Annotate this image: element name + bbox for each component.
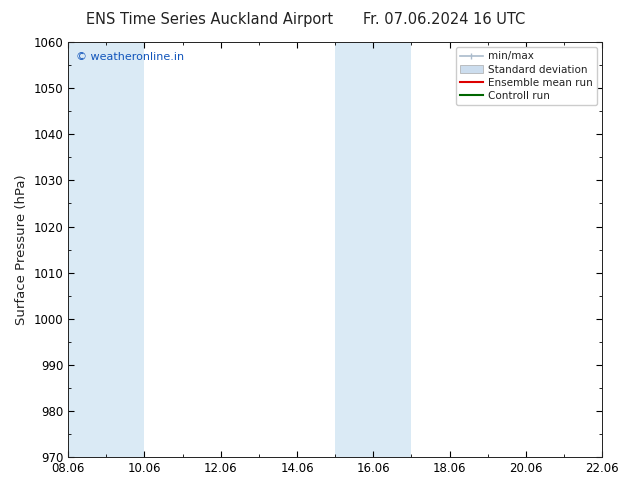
Y-axis label: Surface Pressure (hPa): Surface Pressure (hPa): [15, 174, 28, 325]
Legend: min/max, Standard deviation, Ensemble mean run, Controll run: min/max, Standard deviation, Ensemble me…: [456, 47, 597, 105]
Text: Fr. 07.06.2024 16 UTC: Fr. 07.06.2024 16 UTC: [363, 12, 525, 27]
Bar: [602, 42, 634, 457]
Bar: [335, 42, 373, 457]
Bar: [107, 42, 145, 457]
Bar: [373, 42, 411, 457]
Text: © weatheronline.in: © weatheronline.in: [76, 52, 184, 62]
Text: ENS Time Series Auckland Airport: ENS Time Series Auckland Airport: [86, 12, 333, 27]
Bar: [68, 42, 107, 457]
